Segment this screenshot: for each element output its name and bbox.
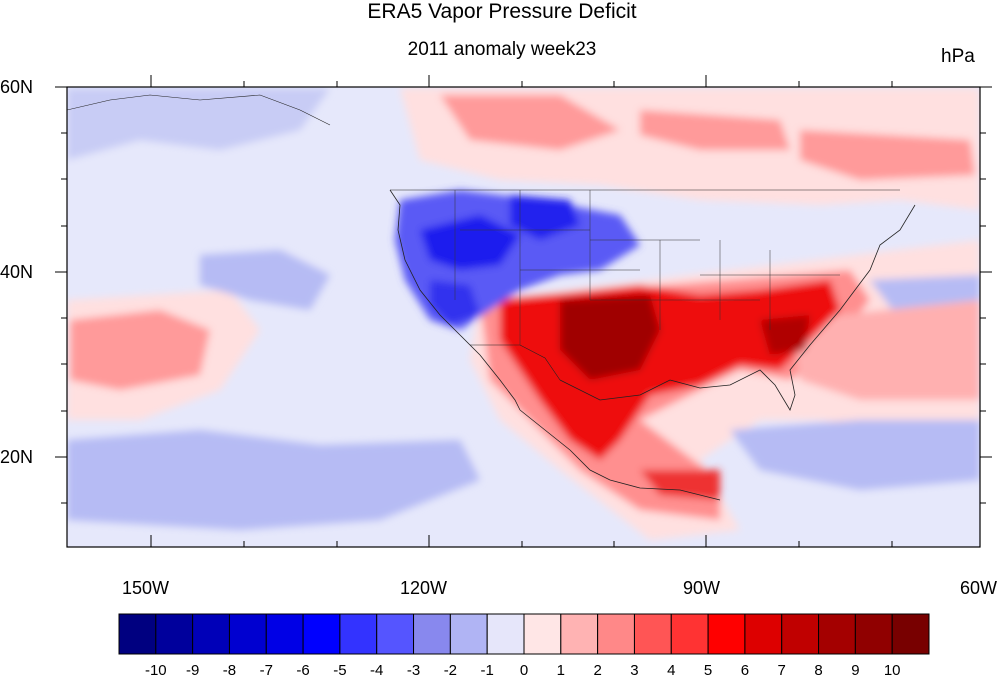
pacific-red-patch xyxy=(70,310,210,390)
colorbar-tick-label: 0 xyxy=(519,662,529,679)
lon-label-120w: 120W xyxy=(400,578,448,598)
chart-title: ERA5 Vapor Pressure Deficit xyxy=(367,0,637,23)
canada-red-west xyxy=(440,95,620,150)
state-borders xyxy=(454,190,840,345)
lon-label-60w: 60W xyxy=(960,578,998,598)
colorbar-box xyxy=(486,613,525,655)
mexico-coast-line xyxy=(519,409,721,501)
lon-label-150w: 150W xyxy=(122,578,170,598)
map-frame xyxy=(66,86,981,548)
colorbar-tick-label: -10 xyxy=(144,662,167,679)
colorbar-box xyxy=(707,613,746,655)
chart-subtitle: 2011 anomaly week23 xyxy=(407,39,597,60)
colorbar-box xyxy=(781,613,820,655)
colorbar-tick-label: -1 xyxy=(480,662,494,679)
alaska-blue xyxy=(67,88,330,160)
colorbar-tick-label: -2 xyxy=(443,662,458,679)
caribbean-red xyxy=(640,470,720,500)
colorbar-box xyxy=(597,613,635,655)
texas-extreme-core xyxy=(560,295,660,380)
colorbar-tick-label: 7 xyxy=(777,662,786,679)
lat-label-20n: 20N xyxy=(0,447,34,467)
colorbar-box xyxy=(265,613,304,655)
canada-red-east xyxy=(640,110,790,150)
colorbar-tick-label: 3 xyxy=(630,662,639,679)
colorbar-tick-label: 8 xyxy=(814,662,823,679)
colorbar-box xyxy=(376,613,415,655)
colorbar-tick-label: -4 xyxy=(370,662,384,679)
great-basin-blue-core xyxy=(420,215,520,270)
colorbar-tick-label: 6 xyxy=(740,662,750,679)
pacific-blue-patch xyxy=(200,250,330,310)
northern-rockies-blue-core xyxy=(510,195,580,240)
colorbar-box xyxy=(413,613,451,655)
colorbar-box xyxy=(228,613,267,655)
colorbar-box xyxy=(818,613,856,655)
colorbar-box xyxy=(155,613,194,655)
colorbar-box xyxy=(633,613,672,655)
lat-label-60n: 60N xyxy=(0,77,34,97)
gulf-east-coast-line xyxy=(559,204,916,411)
atlantic-blue-band xyxy=(730,420,980,490)
alaska-coast-line xyxy=(67,94,331,126)
axis-ticks xyxy=(55,75,992,547)
colorbar-box xyxy=(118,613,157,655)
colorbar-box xyxy=(523,613,562,655)
colorbar-tick-label: -9 xyxy=(185,662,200,679)
anomaly-field xyxy=(67,87,980,547)
colorbar-box xyxy=(449,613,488,655)
coastlines xyxy=(67,94,916,501)
lat-label-40n: 40N xyxy=(0,262,34,282)
colorbar-box xyxy=(891,613,930,655)
colorbar-box xyxy=(744,613,783,655)
california-blue-core xyxy=(430,280,480,325)
colorbar-box xyxy=(854,613,893,655)
west-coast-line xyxy=(389,189,521,411)
colorbar-box xyxy=(302,613,341,655)
colorbar-tick-label: 2 xyxy=(593,662,602,679)
colorbar-tick-label: 10 xyxy=(883,662,901,679)
colorbar-tick-label: 9 xyxy=(851,662,860,679)
labrador-red xyxy=(800,130,975,180)
atlantic-pink xyxy=(790,300,980,400)
colorbar-tick-label: -8 xyxy=(222,662,237,679)
colorbar-box xyxy=(339,613,378,655)
lon-label-90w: 90W xyxy=(683,578,721,598)
us-mexico-border xyxy=(470,344,561,381)
colorbar-tick-label: -7 xyxy=(259,662,273,679)
southeast-extreme-core xyxy=(760,315,810,355)
units-label: hPa xyxy=(941,46,975,67)
colorbar-box xyxy=(560,613,599,655)
colorbar xyxy=(118,613,930,655)
colorbar-tick-label: 4 xyxy=(667,662,676,679)
colorbar-box xyxy=(670,613,709,655)
colorbar-tick-label: -6 xyxy=(296,662,310,679)
colorbar-tick-label: 1 xyxy=(556,662,565,679)
subtropical-blue-band xyxy=(67,430,480,530)
colorbar-tick-label: 5 xyxy=(703,662,713,679)
colorbar-tick-label: -5 xyxy=(333,662,347,679)
colorbar-box xyxy=(192,613,230,655)
colorbar-tick-label: -3 xyxy=(406,662,421,679)
